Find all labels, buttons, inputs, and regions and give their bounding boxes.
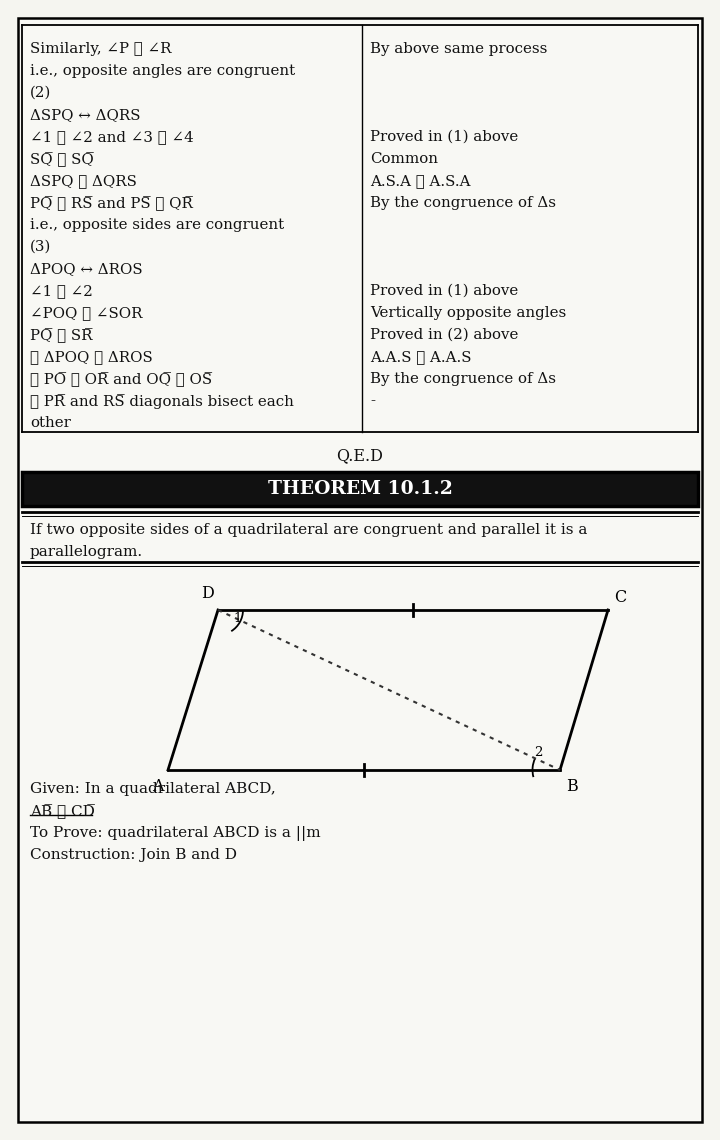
Text: B: B [566, 777, 577, 795]
Text: parallelogram.: parallelogram. [30, 545, 143, 559]
Text: 2: 2 [534, 746, 542, 758]
Text: PQ̅ ≅ SR̅: PQ̅ ≅ SR̅ [30, 328, 92, 343]
Text: C: C [614, 589, 626, 606]
Text: By above same process: By above same process [370, 42, 547, 56]
Text: i.e., opposite angles are congruent: i.e., opposite angles are congruent [30, 64, 295, 78]
Text: ∴ ΔPOQ ≅ ΔROS: ∴ ΔPOQ ≅ ΔROS [30, 350, 153, 364]
Text: By the congruence of Δs: By the congruence of Δs [370, 196, 556, 210]
Text: ∠1 ≅ ∠2: ∠1 ≅ ∠2 [30, 284, 93, 298]
Text: 1: 1 [234, 611, 242, 625]
Text: By the congruence of Δs: By the congruence of Δs [370, 372, 556, 386]
Text: ∴ PR̅ and RS̅ diagonals bisect each: ∴ PR̅ and RS̅ diagonals bisect each [30, 394, 294, 409]
Text: ΔSPQ ≅ ΔQRS: ΔSPQ ≅ ΔQRS [30, 174, 137, 188]
Text: ∴ PO̅ ≅ OR̅ and OQ̅ ≅ OS̅: ∴ PO̅ ≅ OR̅ and OQ̅ ≅ OS̅ [30, 372, 212, 386]
Text: (3): (3) [30, 241, 51, 254]
Text: AB̅ ≅ CD̅: AB̅ ≅ CD̅ [30, 804, 95, 819]
Text: To Prove: quadrilateral ABCD is a ||m: To Prove: quadrilateral ABCD is a ||m [30, 826, 320, 841]
Text: SQ̅ ≅ SQ̅: SQ̅ ≅ SQ̅ [30, 152, 94, 166]
Text: Proved in (2) above: Proved in (2) above [370, 328, 518, 342]
Text: Construction: Join B and D: Construction: Join B and D [30, 848, 237, 862]
Text: ∠POQ ≅ ∠SOR: ∠POQ ≅ ∠SOR [30, 306, 143, 320]
Text: -: - [370, 394, 375, 408]
Text: A.S.A ≅ A.S.A: A.S.A ≅ A.S.A [370, 174, 470, 188]
Text: If two opposite sides of a quadrilateral are congruent and parallel it is a: If two opposite sides of a quadrilateral… [30, 523, 588, 537]
Text: (2): (2) [30, 86, 51, 100]
Text: Common: Common [370, 152, 438, 166]
Text: A.A.S ≅ A.A.S: A.A.S ≅ A.A.S [370, 350, 472, 364]
Text: THEOREM 10.1.2: THEOREM 10.1.2 [268, 480, 452, 498]
Text: ΔSPQ ↔ ΔQRS: ΔSPQ ↔ ΔQRS [30, 108, 140, 122]
Text: Q.E.D: Q.E.D [336, 447, 384, 464]
Text: Given: In a quadrilateral ABCD,: Given: In a quadrilateral ABCD, [30, 782, 276, 796]
Text: ∠1 ≅ ∠2 and ∠3 ≅ ∠4: ∠1 ≅ ∠2 and ∠3 ≅ ∠4 [30, 130, 194, 144]
Text: Proved in (1) above: Proved in (1) above [370, 284, 518, 298]
Bar [22, 472, 698, 506]
Text: A: A [153, 777, 164, 795]
Text: PQ̅ ≅ RS̅ and PS̅ ≅ QR̅: PQ̅ ≅ RS̅ and PS̅ ≅ QR̅ [30, 196, 193, 211]
Text: ΔPOQ ↔ ΔROS: ΔPOQ ↔ ΔROS [30, 262, 143, 276]
Text: D: D [202, 585, 214, 602]
Text: Similarly, ∠P ≅ ∠R: Similarly, ∠P ≅ ∠R [30, 42, 171, 56]
Text: i.e., opposite sides are congruent: i.e., opposite sides are congruent [30, 218, 284, 233]
Text: other: other [30, 416, 71, 430]
Text: Vertically opposite angles: Vertically opposite angles [370, 306, 566, 320]
Text: Proved in (1) above: Proved in (1) above [370, 130, 518, 144]
